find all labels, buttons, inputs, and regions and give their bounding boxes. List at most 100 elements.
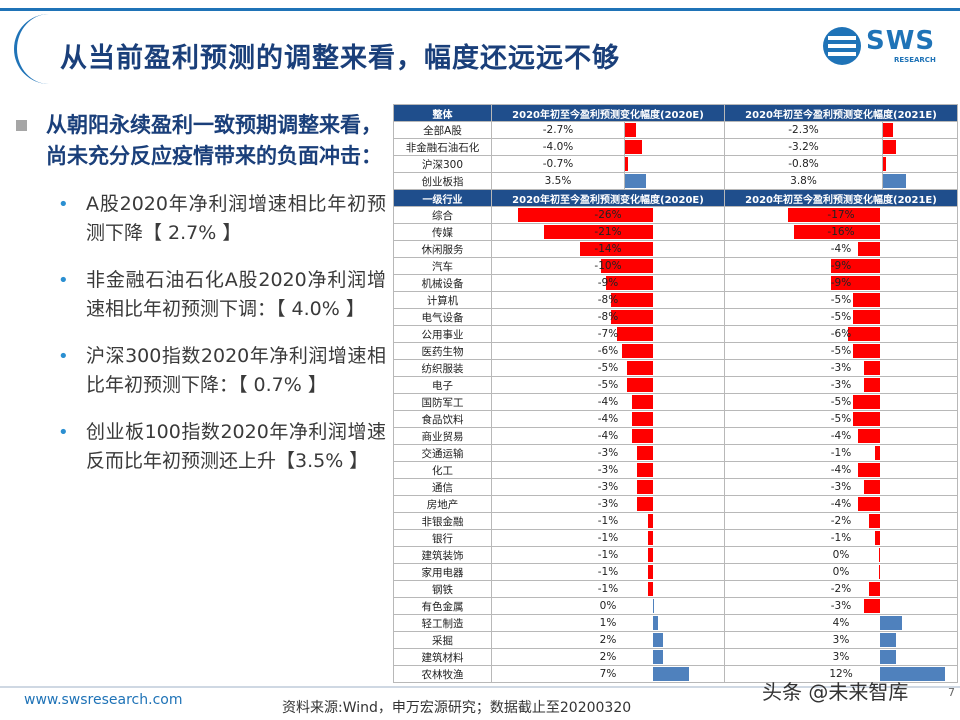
earnings-revision-table: 整体 2020年初至今盈利预测变化幅度(2020E) 2020年初至今盈利预测变化幅… [393,104,958,683]
bar-value-cell-2021: 4% [724,614,958,632]
negative-bar [625,140,642,154]
bullet-text: 沪深300指数2020年净利润增速相比年初预测下降：【 0.7% 】 [86,345,386,396]
bar-value-cell-2020: 7% [491,665,725,683]
negative-bar [517,208,653,222]
positive-bar [653,616,659,630]
table-row: 建筑装饰 -1% 0% [393,546,958,564]
value-label: -5% [830,345,852,357]
value-label: 0% [832,549,850,561]
row-label: 交通运输 [393,444,492,462]
positive-bar [653,650,664,664]
value-label: -1% [830,447,852,459]
bar-value-cell-2020: -1% [491,580,725,598]
negative-bar [647,531,653,545]
bar-cell [624,172,725,190]
value-label: -2% [830,515,852,527]
value-label: 12% [829,668,853,680]
bar-cell [624,138,725,156]
bar-value-cell-2021: -5% [724,342,958,360]
table-row: 房地产 -3% -4% [393,495,958,513]
negative-bar [883,123,893,137]
bar-value-cell-2021: 0% [724,563,958,581]
row-label: 银行 [393,529,492,547]
value-label: 2% [599,651,617,663]
value-label: -14% [594,243,622,255]
table-row: 商业贸易 -4% -4% [393,427,958,445]
negative-bar [637,446,653,460]
row-label: 国防军工 [393,393,492,411]
bar-value-cell-2021: -5% [724,291,958,309]
bar-cell [624,121,725,139]
bar-value-cell-2021: -1% [724,444,958,462]
negative-bar [647,565,653,579]
negative-bar [611,310,653,324]
row-label: 综合 [393,206,492,224]
negative-bar [627,378,653,392]
value-label: 7% [599,668,617,680]
value-label: -2% [830,583,852,595]
table-row: 农林牧渔 7% 12% [393,665,958,683]
bar-value-cell-2020: -4% [491,427,725,445]
positive-bar [653,599,655,613]
bullet-text: A股2020年净利润增速相比年初预测下降【 2.7% 】 [86,193,386,244]
bullet-item: • 沪深300指数2020年净利润增速相比年初预测下降：【 0.7% 】 [14,342,386,400]
row-label: 全部A股 [393,121,492,139]
negative-bar [647,582,653,596]
bar-value-cell-2021: -4% [724,495,958,513]
table-row: 国防军工 -4% -5% [393,393,958,411]
bar-value-cell-2020: -9% [491,274,725,292]
bar-value-cell-2021: -1% [724,529,958,547]
bar-value-cell-2021: -3% [724,376,958,394]
value-label: -4% [597,413,619,425]
bar-value-cell-2020: -3% [491,478,725,496]
bar-cell [624,155,725,173]
table-row: 家用电器 -1% 0% [393,563,958,581]
table-row: 传媒 -21% -16% [393,223,958,241]
page-number: 7 [948,686,955,699]
table-row: 休闲服务 -14% -4% [393,240,958,258]
row-label: 机械设备 [393,274,492,292]
value-label: -1% [830,532,852,544]
bar-value-cell-2021: -6% [724,325,958,343]
header-cell: 2020年初至今盈利预测变化幅度(2021E) [724,189,958,207]
bullet-item: • 创业板100指数2020年净利润增速反而比年初预测还上升【3.5% 】 [14,418,386,476]
bar-value-cell-2020: -4% [491,393,725,411]
footer-rule [0,686,960,688]
value-cell: 3.5% [491,172,625,190]
header-cell: 2020年初至今盈利预测变化幅度(2021E) [724,104,958,122]
value-cell: -3.2% [724,138,883,156]
bar-value-cell-2021: -3% [724,478,958,496]
negative-bar [632,395,653,409]
value-label: -3% [597,498,619,510]
value-label: -17% [827,209,855,221]
value-label: -8% [597,311,619,323]
value-label: -1% [597,549,619,561]
table-row: 全部A股 -2.7% -2.3% [393,121,958,139]
bar-value-cell-2020: -1% [491,512,725,530]
value-label: -5% [597,362,619,374]
value-label: -8% [597,294,619,306]
main-point-text: 从朝阳永续盈利一致预期调整来看，尚未充分反应疫情带来的负面冲击： [46,113,382,168]
row-label: 沪深300 [393,155,492,173]
value-label: -3% [597,447,619,459]
bar-value-cell-2020: -1% [491,529,725,547]
negative-bar [580,242,653,256]
value-cell: -2.7% [491,121,625,139]
bar-value-cell-2020: -3% [491,461,725,479]
bar-value-cell-2021: -4% [724,461,958,479]
negative-bar [831,259,880,273]
table-row: 电子 -5% -3% [393,376,958,394]
positive-bar [880,667,945,681]
value-cell: -0.8% [724,155,883,173]
logo-subtext: RESEARCH [894,56,936,64]
negative-bar [627,361,653,375]
table-row: 有色金属 0% -3% [393,597,958,615]
bullet-item: • 非金融石油石化A股2020净利润增速相比年初预测下调：【 4.0% 】 [14,266,386,324]
key-points: 从朝阳永续盈利一致预期调整来看，尚未充分反应疫情带来的负面冲击： • A股2020… [14,110,386,476]
table-row: 轻工制造 1% 4% [393,614,958,632]
sws-logo: SWS RESEARCH [822,22,948,70]
value-label: -4% [597,430,619,442]
row-label: 电子 [393,376,492,394]
row-label: 建筑材料 [393,648,492,666]
negative-bar [863,361,880,375]
